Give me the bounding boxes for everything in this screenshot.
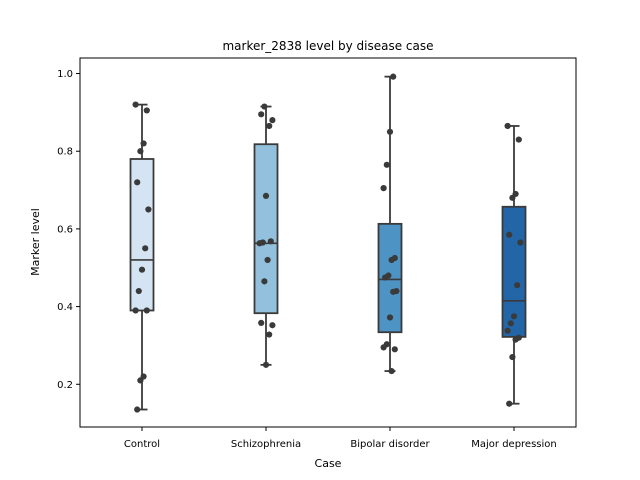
data-point [504,122,511,130]
data-point [382,274,389,281]
data-point [388,367,395,375]
data-point [388,256,395,264]
data-point [514,282,521,289]
data-point [135,287,142,295]
data-point [262,361,270,368]
data-point [269,117,276,124]
data-point [143,107,150,114]
data-point [258,319,265,327]
data-point [390,73,397,80]
data-point [261,278,268,285]
data-point [383,161,390,168]
data-point [266,122,273,130]
data-point [264,256,271,264]
data-point [386,314,394,321]
box-group-major-depression [501,125,527,405]
x-tick-label: Major depression [471,439,557,450]
data-point [134,406,141,413]
box [129,158,155,312]
data-point [140,140,147,147]
data-point [262,192,270,199]
y-tick-label: 0.8 [57,147,73,158]
box-group-bipolar-disorder [377,75,403,372]
chart-title: marker_2838 level by disease case [222,39,433,53]
data-point [137,148,144,155]
data-point [506,231,513,238]
plot-area [129,73,527,413]
data-point [137,377,144,384]
data-point [509,353,516,361]
data-point [256,240,263,247]
data-point [132,101,139,108]
data-point [134,179,141,186]
box [253,143,279,315]
x-axis-label: Case [315,457,342,470]
box-group-schizophrenia [253,105,279,366]
data-point [507,320,514,327]
data-point [515,136,522,143]
data-point [512,336,519,343]
data-point [267,238,274,245]
plot-frame [79,57,577,428]
x-tick-label: Schizophrenia [231,439,301,450]
data-point [517,239,524,246]
y-tick-label: 0.2 [57,380,73,391]
y-tick-label: 0.6 [57,224,73,235]
data-point [261,103,268,110]
data-point [386,128,394,135]
data-point [380,344,387,351]
x-tick-label: Bipolar disorder [350,439,430,450]
data-point [391,346,398,353]
data-point [266,331,273,338]
data-point [258,111,265,118]
data-point [509,194,516,201]
data-point [143,307,150,314]
data-point [506,400,513,407]
data-point [504,327,511,334]
data-point [142,245,149,252]
x-tick-label: Control [124,439,160,450]
data-point [145,206,152,213]
data-point [510,313,518,320]
data-point [380,185,387,192]
box [501,205,527,338]
y-tick-label: 1.0 [57,69,73,80]
y-tick-label: 0.4 [57,302,73,313]
data-point [390,288,397,295]
data-point [132,307,139,314]
y-axis-label: Marker level [29,208,42,276]
data-point [269,322,276,329]
data-point [138,266,146,273]
box-group-control [129,103,155,411]
